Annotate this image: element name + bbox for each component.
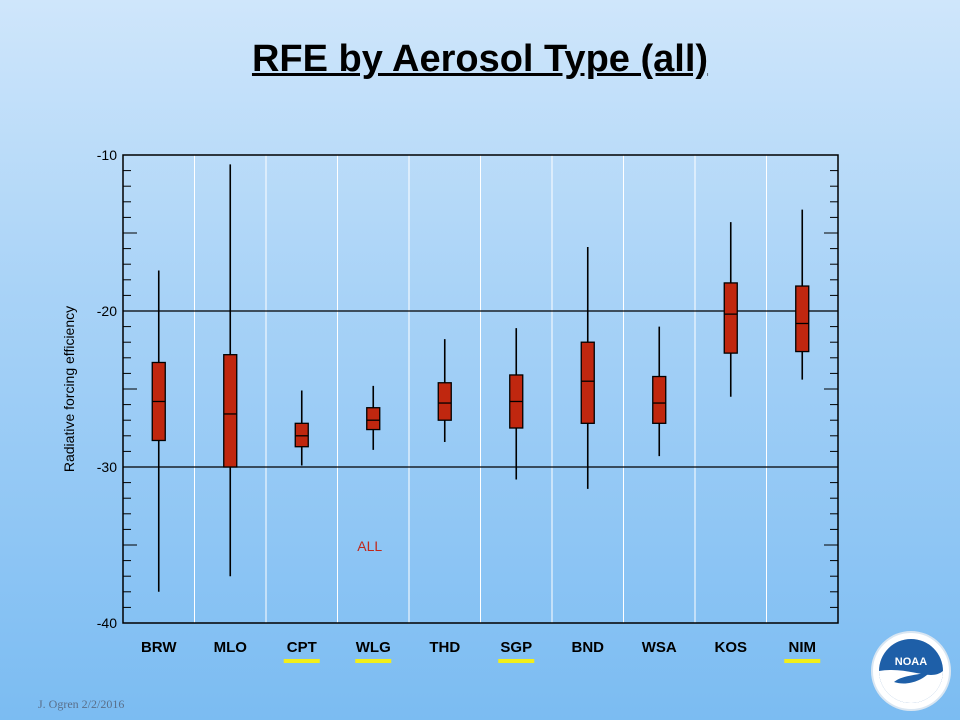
y-tick-label: -10	[97, 147, 117, 163]
x-tick-label-wlg: WLG	[356, 639, 391, 656]
box-thd	[437, 382, 452, 421]
boxes	[151, 164, 810, 592]
x-tick-label-mlo: MLO	[214, 639, 248, 656]
footer-credit: J. Ogren 2/2/2016	[38, 697, 125, 711]
slide-title: RFE by Aerosol Type (all)	[251, 38, 709, 80]
chart-annotation: ALL	[357, 538, 382, 554]
highlight-underline-nim	[784, 659, 821, 663]
x-tick-label-cpt: CPT	[287, 639, 317, 656]
box-cpt	[294, 422, 309, 448]
box-wlg	[366, 407, 381, 431]
highlight-underline-cpt	[283, 659, 320, 663]
y-axis-label: Radiative forcing efficiency	[61, 306, 77, 472]
highlight-underline-wlg	[355, 659, 392, 663]
box-kos	[723, 282, 738, 354]
y-tick-labels: -10 -20 -30 -40	[97, 147, 117, 631]
x-tick-label-brw: BRW	[141, 639, 177, 656]
noaa-logo: NOAA	[871, 631, 951, 711]
highlight-underline-sgp	[498, 659, 535, 663]
y-tick-label: -30	[97, 459, 117, 475]
x-tick-label-kos: KOS	[714, 639, 747, 656]
box-nim	[795, 285, 810, 353]
y-tick-label: -20	[97, 303, 117, 319]
x-tick-label-nim: NIM	[789, 639, 817, 656]
highlight-underlines	[283, 659, 821, 663]
plot-frame	[122, 154, 839, 624]
x-tick-label-thd: THD	[429, 639, 460, 656]
x-tick-label-sgp: SGP	[500, 639, 532, 656]
x-tick-label-bnd: BND	[572, 639, 605, 656]
grid-lines	[123, 155, 838, 623]
box-mlo	[223, 354, 238, 468]
y-tick-label: -40	[97, 615, 117, 631]
x-tick-labels: BRW MLO CPT WLG THD SGP BND WSA KOS NIM	[141, 639, 816, 656]
noaa-logo-text: NOAA	[895, 656, 927, 668]
x-tick-label-wsa: WSA	[642, 639, 677, 656]
box-bnd	[580, 341, 595, 424]
box-wsa	[652, 375, 667, 424]
